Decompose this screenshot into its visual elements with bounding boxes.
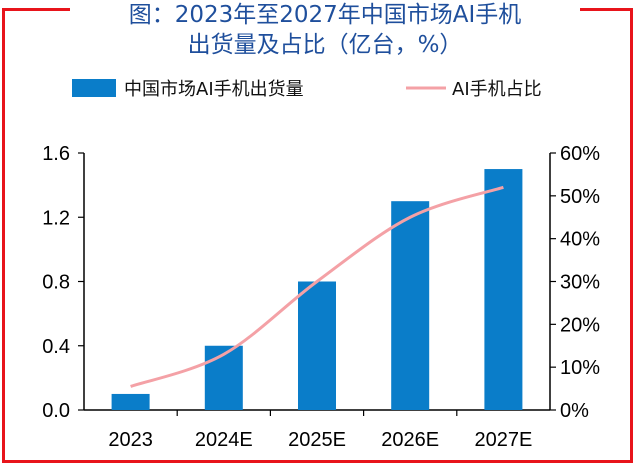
left-tick-label: 0.4 xyxy=(42,336,70,358)
right-tick-label: 50% xyxy=(560,186,600,208)
left-tick-label: 1.6 xyxy=(42,143,70,165)
right-tick-label: 0% xyxy=(560,400,589,422)
left-tick-label: 0.0 xyxy=(42,400,70,422)
legend-bar-swatch xyxy=(72,79,116,97)
right-tick-label: 10% xyxy=(560,357,600,379)
x-tick-label: 2027E xyxy=(474,429,532,451)
frame-top-right xyxy=(580,8,633,11)
right-tick-label: 40% xyxy=(560,229,600,251)
right-tick-label: 60% xyxy=(560,143,600,165)
chart-frame xyxy=(2,8,633,463)
line-ai-phone-share xyxy=(130,185,504,388)
frame-top-left xyxy=(2,8,70,11)
left-tick-label: 0.8 xyxy=(42,272,70,294)
chart-subtitle: 出货量及占比（亿台，%） xyxy=(187,32,463,58)
right-tick-label: 30% xyxy=(560,272,600,294)
x-tick-label: 2023 xyxy=(108,429,153,451)
right-tick-label: 20% xyxy=(560,314,600,336)
bar-2026E xyxy=(391,201,430,410)
bar-2023 xyxy=(111,393,150,410)
bar-2024E xyxy=(204,345,243,410)
bar-2025E xyxy=(298,281,336,410)
chart-title: 图：2023年至2027年中国市场AI手机 xyxy=(128,2,522,28)
legend-line-label: AI手机占比 xyxy=(452,79,542,100)
legend-bar-label: 中国市场AI手机出货量 xyxy=(124,79,304,100)
x-tick-label: 2025E xyxy=(288,429,346,451)
bar-2027E xyxy=(484,169,523,410)
left-tick-label: 1.2 xyxy=(42,207,70,229)
x-tick-label: 2026E xyxy=(381,429,439,451)
x-tick-label: 2024E xyxy=(195,429,253,451)
